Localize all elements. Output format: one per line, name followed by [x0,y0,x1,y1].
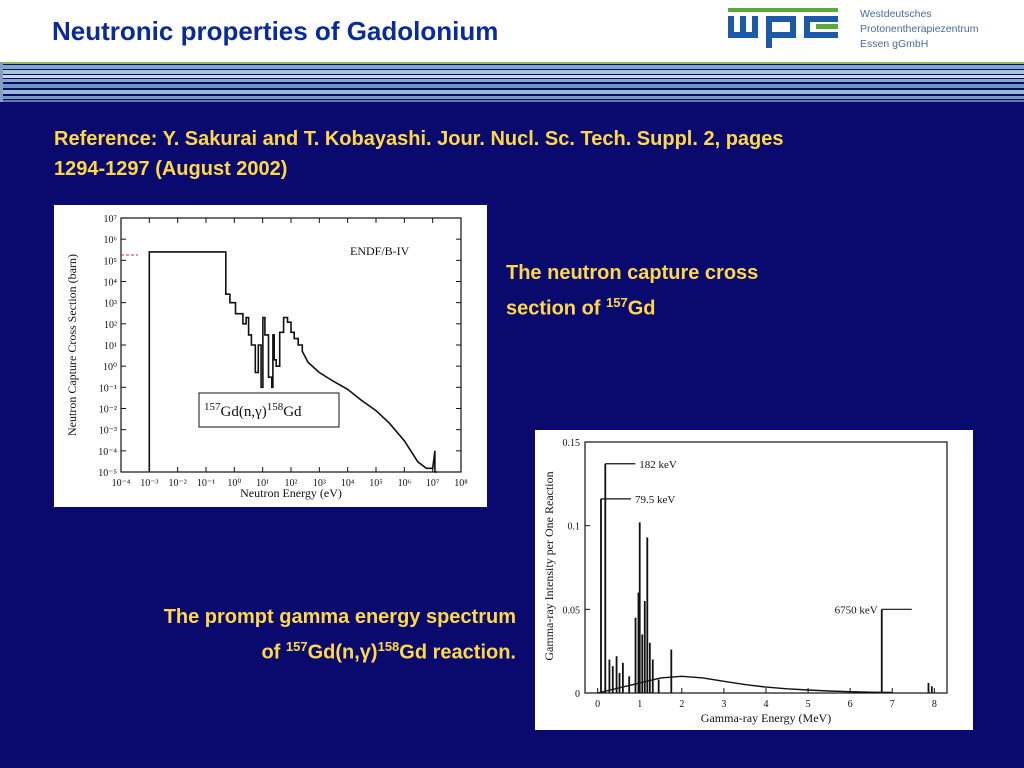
gamma-x-tick-label: 0 [595,699,600,710]
cross-section-y-tick-label: 10⁴ [104,278,118,289]
cross-section-y-tick-label: 10⁶ [104,235,118,246]
cross-section-caption: The neutron capture cross section of 157… [506,258,866,324]
left-edge-stripe [0,62,3,102]
gamma-x-tick-label: 2 [679,699,684,710]
spectrum-caption-sup-2: 158 [377,639,400,654]
gamma-y-tick-label: 0.15 [563,438,581,449]
cross-section-series-line [148,251,437,473]
cross-section-x-tick-label: 10⁻⁴ [112,478,131,489]
header-stripes [0,62,1024,102]
cross-section-y-tick-label: 10⁷ [104,214,118,225]
gamma-x-tick-label: 7 [890,699,895,710]
spectrum-caption: The prompt gamma energy spectrum of 157G… [30,602,516,668]
cross-section-caption-line-1: The neutron capture cross [506,262,759,284]
cross-section-plot-frame [120,217,462,473]
cross-section-y-tick-label: 10⁻⁵ [98,468,117,479]
gamma-y-axis-label: Gamma-ray Intensity per One Reaction [542,471,556,660]
gamma-x-tick-label: 3 [721,699,726,710]
gamma-annotation-label: 79.5 keV [635,494,675,506]
reference-text: Reference: Y. Sakurai and T. Kobayashi. … [54,124,1004,184]
gamma-x-tick-label: 6 [848,699,853,710]
stripe-blue-4 [0,79,1024,82]
reaction-label-sup-2: 158 [267,401,284,413]
gamma-y-tick-label: 0.1 [568,522,581,533]
header-bar: Neutronic properties of Gadolonium Westd… [0,0,1024,62]
cross-section-y-axis-label: Neutron Capture Cross Section (barn) [65,254,79,436]
stripe-blue-2 [0,70,1024,74]
stripe-blue-8 [0,100,1024,102]
reaction-label-box [198,392,340,428]
spectrum-caption-post: Gd reaction. [399,641,516,664]
stripe-blue-3 [0,75,1024,78]
cross-section-y-tick-label: 10⁵ [104,256,118,267]
cross-section-x-tick-label: 10⁶ [398,478,412,489]
gamma-annotation-label: 6750 keV [835,604,878,616]
cross-section-x-tick-label: 10⁸ [454,478,468,489]
cross-section-x-tick-label: 10⁻² [169,478,187,489]
cross-section-x-tick-label: 10⁻¹ [197,478,215,489]
spectrum-caption-mid-2: ) [370,641,378,664]
gamma-x-tick-label: 8 [932,699,937,710]
cross-section-y-tick-label: 10² [104,320,117,331]
logo-line-1: Westdeutsches [860,8,932,20]
spectrum-caption-line-1: The prompt gamma energy spectrum [163,606,516,628]
gamma-y-tick-label: 0 [575,689,580,700]
reaction-label-text: 157Gd(n,γ)158Gd [204,401,302,420]
cross-section-x-tick-label: 10⁴ [341,478,355,489]
spectrum-caption-pre: of [261,641,286,664]
cross-section-y-tick-label: 10¹ [104,341,117,352]
logo-line-2: Protonentherapiezentrum [860,23,979,35]
gamma-y-tick-label: 0.05 [563,605,581,616]
cross-section-x-tick-label: 10⁻³ [140,478,158,489]
gamma-spectrum-chart: 0 1 2 3 4 5 6 7 8 0 0.05 0.1 0.15 182 keV 79.5 keV 67… [542,438,948,725]
logo-text: Westdeutsches Protonentherapiezentrum Es… [860,7,979,52]
spectrum-caption-line-2: of 157Gd(n,γ)158Gd reaction. [30,632,516,668]
cross-section-caption-pre: section of [506,297,607,320]
cross-section-figure: 10⁻⁴ 10⁻³ 10⁻² 10⁻¹ 10⁰ 10¹ 10² 10³ 10⁴ 10⁵ 10⁶ 10⁷… [54,205,487,507]
cross-section-x-tick-label: 10⁰ [227,478,241,489]
stripe-blue-6 [0,90,1024,94]
cross-section-y-tick-label: 10⁻⁴ [98,447,117,458]
cross-section-caption-post: Gd [627,297,656,320]
reference-line-2: 1294-1297 (August 2002) [54,158,288,180]
reaction-label-sup-1: 157 [204,401,221,413]
cross-section-x-tick-label: 10² [285,478,298,489]
cross-section-x-tick-label: 10⁵ [369,478,383,489]
gamma-annotation-label: 182 keV [639,459,677,471]
cross-section-chart: 10⁻⁴ 10⁻³ 10⁻² 10⁻¹ 10⁰ 10¹ 10² 10³ 10⁴ 10⁵ 10⁶ 10⁷… [65,214,468,500]
stripe-blue-5 [0,84,1024,88]
cross-section-x-axis-label: Neutron Energy (eV) [240,486,342,500]
page-title: Neutronic properties of Gadolonium [52,16,499,46]
cross-section-y-tick-label: 10³ [104,299,117,310]
cross-section-caption-sup: 157 [606,295,628,310]
cross-section-x-tick-label: 10¹ [256,478,269,489]
wpe-logo-mark [728,8,838,48]
cross-section-y-tick-label: 10⁻² [99,405,117,416]
cross-section-x-tick-label: 10³ [313,478,326,489]
wpe-logo: Westdeutsches Protonentherapiezentrum Es… [726,4,1016,60]
gamma-spectrum-figure: 0 1 2 3 4 5 6 7 8 0 0.05 0.1 0.15 182 keV 79.5 keV 67… [535,430,973,730]
reference-line-1: Reference: Y. Sakurai and T. Kobayashi. … [54,128,784,150]
reaction-label-end: Gd [283,404,302,420]
gamma-x-tick-label: 5 [806,699,811,710]
endf-annotation: ENDF/B-IV [350,244,410,258]
stripe-green [0,62,1024,64]
spectrum-caption-mid-1: Gd(n, [307,641,360,664]
gamma-x-tick-label: 4 [764,699,769,710]
cross-section-y-tick-label: 10⁻³ [99,426,117,437]
stripe-blue-1 [0,65,1024,69]
logo-line-3: Essen gGmbH [860,38,929,50]
cross-section-y-tick-label: 10⁰ [103,362,117,373]
spectrum-caption-gamma: γ [359,641,371,664]
stripe-blue-7 [0,96,1024,99]
gamma-x-tick-label: 1 [637,699,642,710]
spectrum-caption-sup-1: 157 [285,639,308,654]
reaction-label-mid: Gd(n,γ) [221,404,267,420]
cross-section-x-tick-label: 10⁷ [426,478,440,489]
cross-section-y-tick-label: 10⁻¹ [99,383,117,394]
cross-section-caption-line-2: section of 157Gd [506,288,866,324]
gamma-x-axis-label: Gamma-ray Energy (MeV) [701,711,831,725]
